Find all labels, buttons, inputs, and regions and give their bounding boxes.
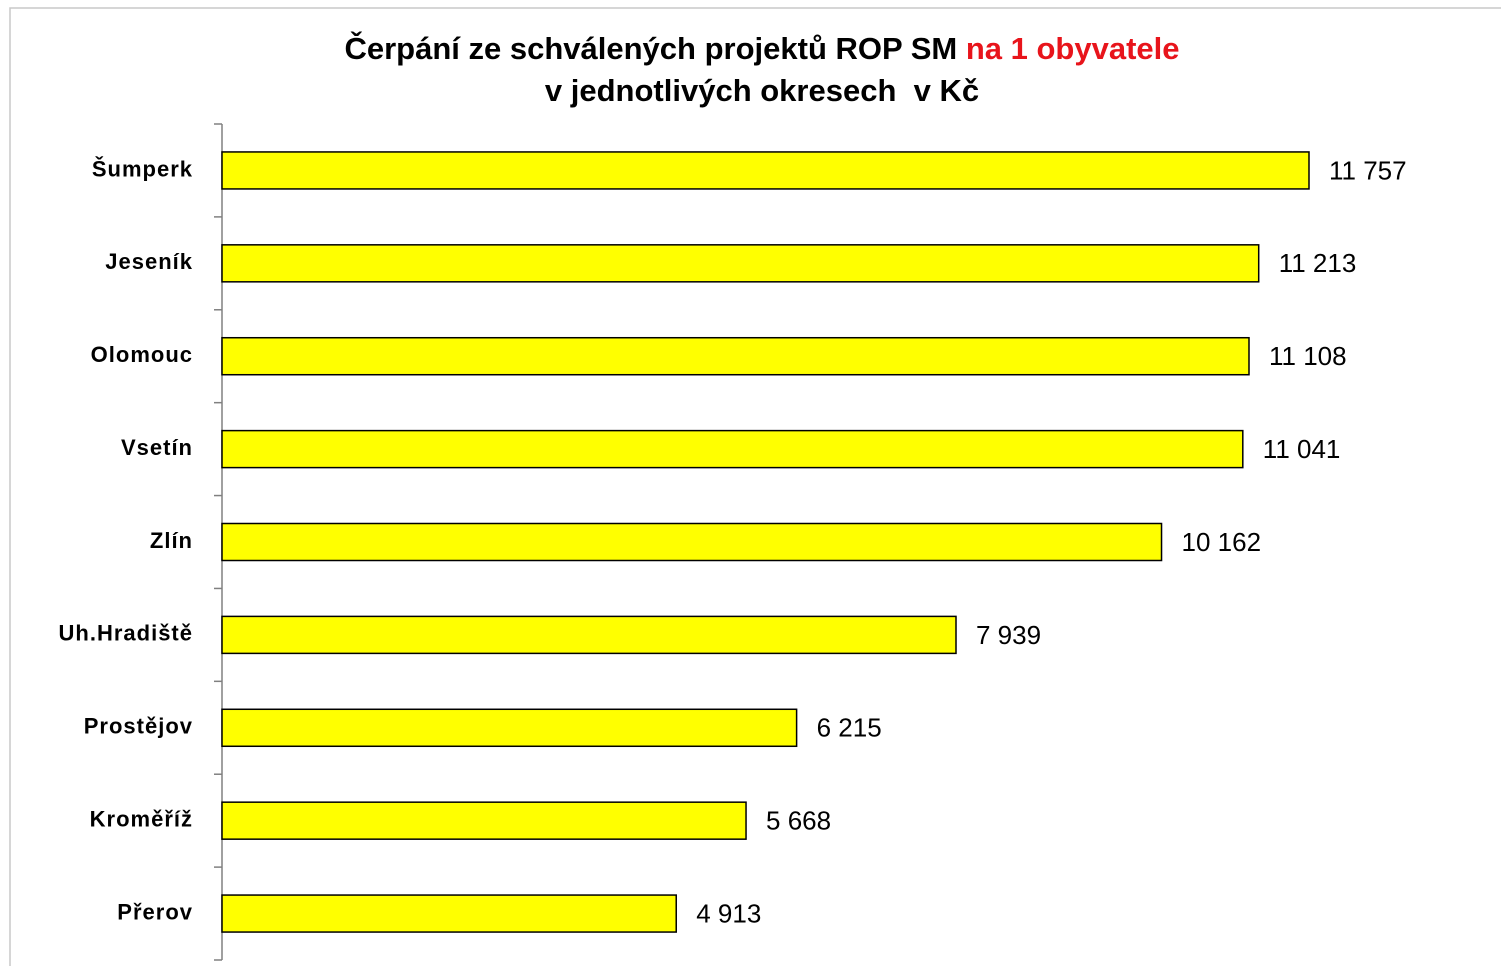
- value-label: 11 213: [1279, 248, 1357, 278]
- value-label: 7 939: [976, 620, 1041, 650]
- value-label: 11 757: [1329, 155, 1407, 185]
- bar: [221, 244, 1260, 283]
- plot-area: Šumperk 11 757 Jeseník 11 213 Olomouc 11 108 V…: [59, 123, 1407, 961]
- category-label: Jeseník: [105, 249, 193, 274]
- category-label: Vsetín: [121, 435, 193, 460]
- title-highlight: na 1 obyvatele: [966, 31, 1180, 66]
- category-label: Zlín: [150, 528, 193, 553]
- bar: [221, 429, 1244, 469]
- bar: [221, 151, 1310, 190]
- value-label: 11 041: [1263, 434, 1341, 464]
- category-label: Prostějov: [84, 714, 193, 739]
- bar: [221, 522, 1163, 562]
- bar: [221, 708, 798, 748]
- category-label: Uh.Hradiště: [59, 621, 193, 646]
- category-label: Olomouc: [91, 342, 193, 367]
- title-main: Čerpání ze schválených projektů ROP SM: [344, 30, 957, 66]
- chart-title: Čerpání ze schválených projektů ROP SM n…: [344, 30, 1179, 66]
- category-label: Šumperk: [92, 156, 193, 181]
- category-label: Kroměříž: [90, 806, 193, 831]
- value-label: 5 668: [766, 806, 831, 836]
- value-label: 6 215: [817, 713, 882, 743]
- value-label: 11 108: [1269, 341, 1347, 371]
- bar: [221, 336, 1250, 376]
- bar: [221, 894, 677, 933]
- value-label: 10 162: [1182, 527, 1262, 557]
- value-label: 4 913: [696, 898, 761, 928]
- category-label: Přerov: [117, 899, 193, 924]
- chart-subtitle: v jednotlivých okresech v Kč: [545, 73, 979, 108]
- bar: [221, 801, 747, 840]
- bar: [221, 615, 957, 655]
